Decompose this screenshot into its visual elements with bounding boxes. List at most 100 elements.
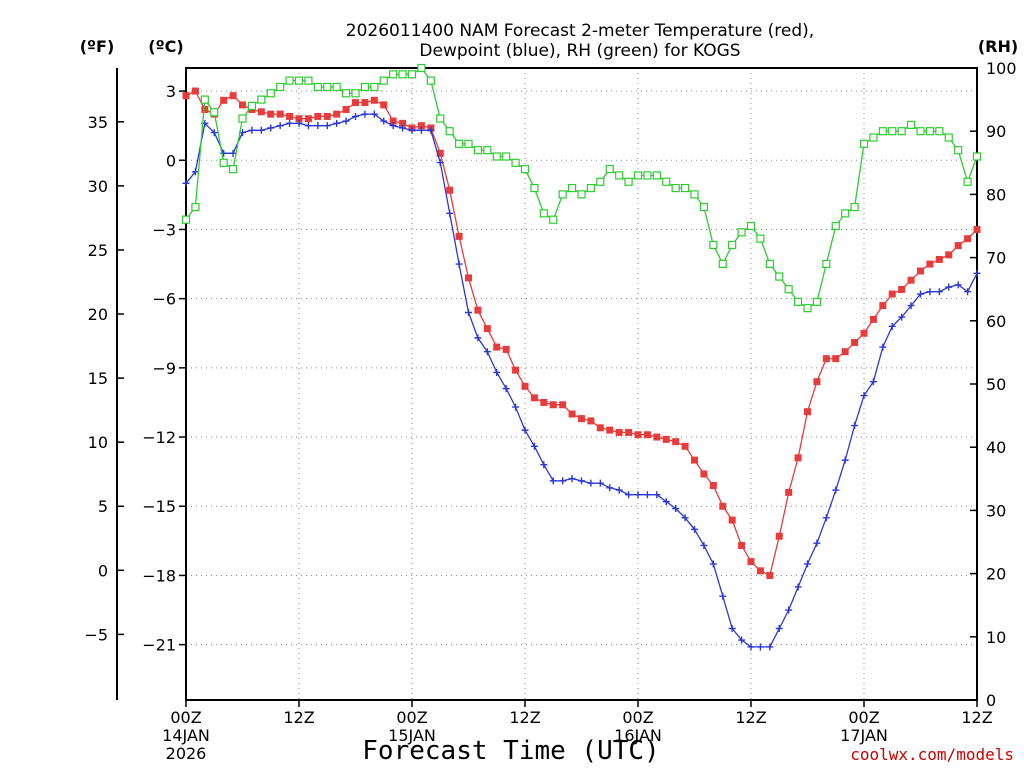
rh-tick-label: 70 <box>986 249 1006 268</box>
rh-point <box>398 70 407 79</box>
dewpoint-point <box>907 302 915 310</box>
plot-frame <box>185 67 978 701</box>
fahrenheit-tick-label: 20 <box>88 305 108 324</box>
dewpoint-point <box>408 126 416 134</box>
dewpoint-point <box>304 122 312 130</box>
temperature-point <box>691 456 698 464</box>
temperature-point <box>578 415 585 423</box>
temperature-line <box>185 90 978 577</box>
rh-point <box>888 127 897 136</box>
rh-point <box>803 304 812 313</box>
rh-point <box>276 82 285 92</box>
dewpoint-point <box>869 378 877 386</box>
rh-point <box>445 127 454 136</box>
rh-tick-label: 80 <box>986 185 1006 204</box>
dewpoint-point <box>596 479 604 487</box>
rh-point <box>765 259 774 269</box>
dewpoint-point <box>333 119 341 127</box>
dewpoint-point <box>926 288 934 296</box>
rh-point <box>737 228 746 237</box>
temperature-point <box>766 571 774 579</box>
temperature-point <box>888 290 896 298</box>
x-date-label: 17JAN <box>840 726 888 745</box>
temperature-point <box>295 115 303 123</box>
celsius-tick-label: −12 <box>142 428 176 447</box>
rh-point <box>577 190 586 199</box>
x-tick-label: 12Z <box>509 708 540 727</box>
temperature-point <box>860 329 868 337</box>
temperature-point <box>841 348 849 356</box>
temperature-point <box>239 101 246 109</box>
temperature-point <box>474 306 482 314</box>
rh-point <box>963 177 972 186</box>
rh-point <box>351 89 360 98</box>
rh-point <box>323 82 332 92</box>
rh-point <box>370 82 379 92</box>
rh-point <box>464 139 473 148</box>
dewpoint-point <box>276 122 284 130</box>
dewpoint-point <box>295 119 303 127</box>
rh-point <box>859 139 869 148</box>
temperature-point <box>804 408 811 416</box>
temperature-point <box>483 325 491 333</box>
temperature-point <box>719 502 727 510</box>
dewpoint-point <box>879 343 887 351</box>
rh-point <box>360 82 370 92</box>
rh-point <box>596 177 605 186</box>
temperature-point <box>869 315 877 323</box>
rh-point <box>615 171 624 180</box>
rh-point <box>850 202 859 212</box>
dewpoint-point <box>804 560 811 568</box>
dewpoint-point <box>210 129 218 137</box>
x-axis-title: Forecast Time (UTC) <box>362 736 659 766</box>
rh-point <box>897 127 906 136</box>
dewpoint-point <box>945 283 953 291</box>
temperature-point <box>879 302 887 310</box>
temperature-point <box>672 438 680 446</box>
rh-point <box>728 240 737 250</box>
rh-point <box>304 76 313 85</box>
dewpoint-point <box>446 209 454 217</box>
temperature-point <box>625 428 633 436</box>
x-tick-label: 12Z <box>735 708 766 727</box>
temperature-point <box>314 112 322 120</box>
rh-point <box>935 127 944 136</box>
rh-point <box>257 95 266 104</box>
temperature-point <box>229 92 237 100</box>
grid-lines <box>186 68 977 700</box>
temperature-point <box>587 417 595 425</box>
rh-point <box>775 272 784 281</box>
rh-point <box>671 183 680 193</box>
dewpoint-point <box>521 426 529 434</box>
fahrenheit-tick-label: 10 <box>88 433 108 452</box>
temperature-point <box>521 382 529 390</box>
rh-tick-label: 90 <box>986 122 1006 141</box>
rh-point <box>906 120 916 129</box>
temperature-point <box>342 106 350 114</box>
temperature-point <box>417 122 425 130</box>
rh-unit-label: (RH) <box>978 37 1018 56</box>
rh-line <box>185 67 978 309</box>
dewpoint-point <box>719 592 727 600</box>
rh-point <box>699 202 709 212</box>
temperature-point <box>502 345 510 353</box>
rh-tick-label: 100 <box>986 59 1017 78</box>
credit-label: coolwx.com/models <box>850 745 1014 764</box>
rh-point <box>605 165 614 174</box>
rh-point <box>954 146 963 155</box>
dewpoint-point <box>888 322 896 330</box>
rh-point <box>520 165 530 174</box>
rh-point <box>407 70 417 79</box>
rh-point <box>511 158 520 167</box>
temperature-point <box>738 541 746 549</box>
rh-point <box>643 171 652 180</box>
rh-point <box>483 146 492 155</box>
rh-point <box>294 76 304 85</box>
dewpoint-point <box>813 539 821 547</box>
temperature-point <box>917 267 924 275</box>
temperature-point <box>794 454 802 462</box>
dewpoint-point <box>191 168 199 176</box>
rh-point <box>502 152 511 161</box>
celsius-tick-label: −18 <box>142 566 176 585</box>
rh-tick-label: 40 <box>986 438 1006 457</box>
